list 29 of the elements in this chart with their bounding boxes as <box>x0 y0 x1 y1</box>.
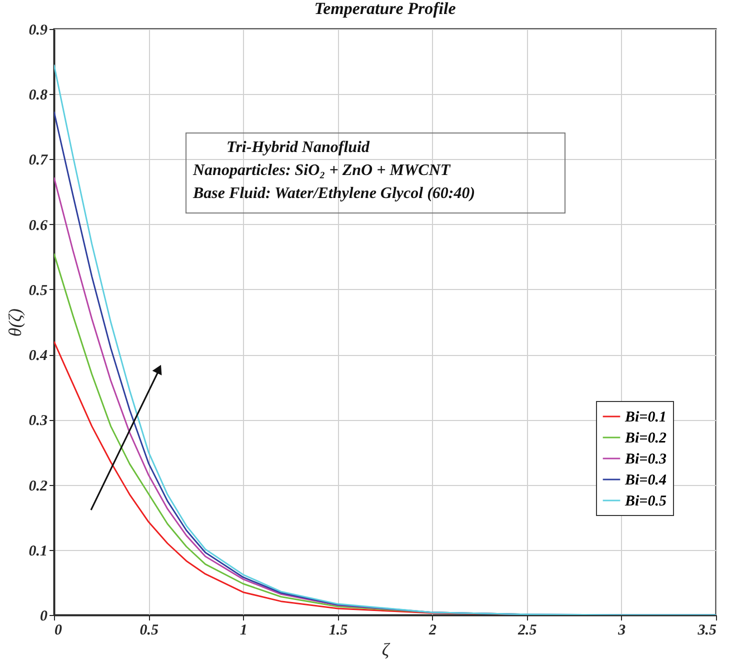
x-axis-title: ζ <box>382 640 391 660</box>
x-tick-label: 3.5 <box>696 622 717 638</box>
legend-label: Bi=0.1 <box>624 410 666 426</box>
x-tick-label: 2.5 <box>516 622 538 638</box>
legend-label: Bi=0.5 <box>624 494 667 510</box>
y-tick-label: 0.7 <box>28 152 48 169</box>
x-tick-label: 0 <box>54 622 62 638</box>
x-tick-label: 3 <box>617 622 626 638</box>
y-tick-label: 0.8 <box>28 88 48 104</box>
annotation: Base Fluid: Water/Ethylene Glycol (60:40) <box>192 185 476 202</box>
y-tick-label: 0.5 <box>28 282 48 299</box>
x-tick-label: 0.5 <box>140 622 159 638</box>
y-axis-title: θ(ζ) <box>4 308 25 337</box>
y-tick-label: 0.1 <box>28 543 48 560</box>
legend-label: Bi=0.2 <box>624 430 667 446</box>
chart-title: Temperature Profile <box>314 0 456 18</box>
y-tick-label: 0.9 <box>28 22 48 38</box>
annotation: Tri-Hybrid Nanofluid <box>226 139 370 156</box>
y-tick-label: 0.4 <box>28 348 48 364</box>
y-tick-label: 0.3 <box>28 413 48 430</box>
y-tick-label: 0 <box>40 608 48 624</box>
y-tick-label: 0.2 <box>28 478 48 494</box>
legend-label: Bi=0.4 <box>624 472 667 488</box>
annotation: Nanoparticles: SiO₂ + ZnO + MWCNT <box>192 162 452 179</box>
x-tick-label: 1.5 <box>328 622 348 638</box>
x-tick-label: 2 <box>428 622 438 638</box>
x-tick-label: 1 <box>240 622 248 638</box>
y-tick-label: 0.6 <box>28 218 48 234</box>
legend-label: Bi=0.3 <box>624 452 667 468</box>
